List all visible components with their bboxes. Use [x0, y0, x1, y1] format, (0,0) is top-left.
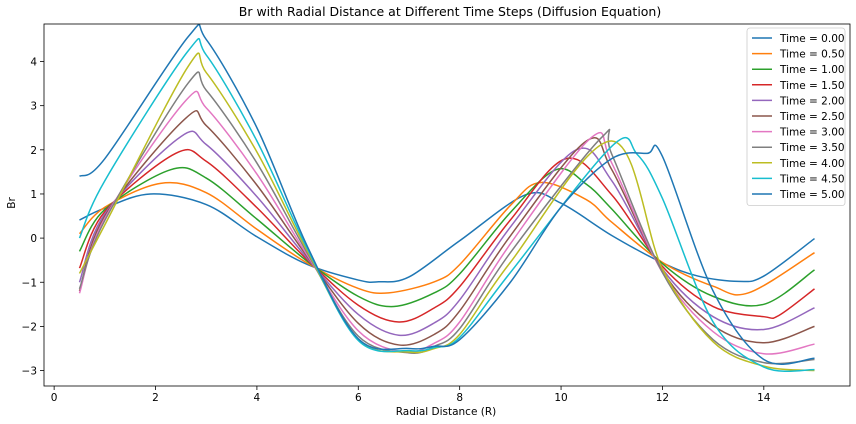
series-line: [79, 24, 815, 365]
x-tick-label: 12: [656, 392, 669, 404]
x-axis-label: Radial Distance (R): [396, 406, 497, 418]
series-lines: [78, 24, 815, 372]
x-tick-label: 6: [355, 392, 362, 404]
series-line: [78, 71, 815, 365]
legend-entry: Time = 2.50: [779, 111, 845, 123]
y-tick-label: 0: [30, 233, 37, 245]
y-tick-label: −2: [22, 321, 37, 333]
legend-entry: Time = 1.00: [779, 64, 845, 76]
x-tick-label: 14: [757, 392, 771, 404]
legend-entry: Time = 3.00: [779, 127, 845, 139]
y-axis-label: Br: [6, 197, 18, 209]
series-line: [78, 130, 815, 337]
x-tick-label: 8: [456, 392, 463, 404]
y-tick-label: −3: [22, 366, 37, 378]
legend-entry: Time = 3.50: [779, 142, 845, 154]
legend-box: [746, 27, 846, 207]
series-line: [78, 149, 815, 323]
y-tick-label: 2: [30, 145, 37, 157]
series-line: [79, 191, 815, 283]
axes-frame: [43, 23, 851, 387]
legend-entry: Time = 5.00: [779, 189, 845, 201]
legend-entry: Time = 0.50: [779, 49, 845, 61]
series-line: [78, 52, 815, 372]
y-tick-label: 4: [30, 57, 37, 69]
y-axis-ticks: −3 −2 −1 0 1 2 3 4: [22, 57, 44, 378]
legend: Time = 0.00 Time = 0.50 Time = 1.00 Time = …: [746, 27, 846, 207]
legend-entry: Time = 0.00: [779, 33, 845, 45]
legend-entry: Time = 4.50: [779, 173, 845, 185]
x-axis-ticks: 0 2 4 6 8 10 12 14: [51, 386, 771, 404]
x-tick-label: 4: [254, 392, 261, 404]
x-tick-label: 10: [554, 392, 567, 404]
legend-entry: Time = 4.00: [779, 158, 845, 170]
x-tick-label: 2: [152, 392, 159, 404]
y-tick-label: 1: [30, 189, 37, 201]
plot-area: [43, 23, 851, 387]
legend-entry: Time = 2.00: [779, 95, 845, 107]
series-line: [78, 166, 815, 308]
x-tick-label: 0: [51, 392, 58, 404]
legend-entry: Time = 1.50: [779, 80, 845, 92]
chart-title: Br with Radial Distance at Different Tim…: [239, 4, 661, 19]
y-tick-label: 3: [30, 101, 37, 113]
series-line: [78, 37, 815, 372]
y-tick-label: −1: [22, 277, 37, 289]
series-line: [78, 181, 815, 296]
